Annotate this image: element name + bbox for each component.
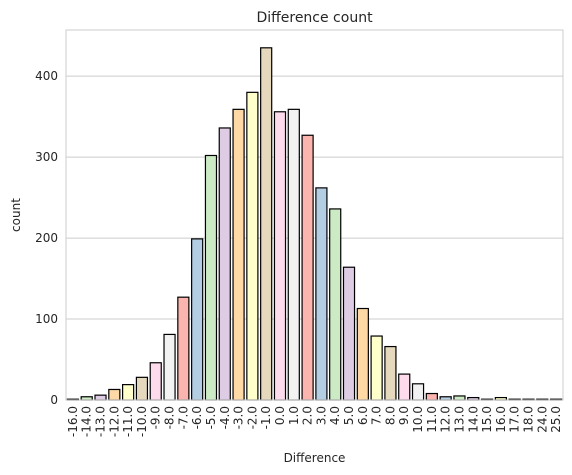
x-tick-label: -16.0 — [66, 406, 80, 437]
bar — [177, 296, 190, 401]
x-tick-label: 1.0 — [287, 406, 301, 425]
bar — [398, 373, 411, 401]
bar — [163, 333, 176, 401]
bar — [273, 111, 287, 401]
y-tick-label: 100 — [35, 312, 58, 326]
y-tick-labels: 0 100 200 300 400 — [35, 69, 58, 407]
chart-title: Difference count — [256, 10, 373, 26]
x-tick-label: 0.0 — [273, 406, 287, 425]
x-tick-label: 17.0 — [508, 406, 522, 433]
bar — [246, 91, 259, 401]
x-tick-label: 24.0 — [535, 406, 549, 433]
x-tick-label: -4.0 — [218, 406, 232, 429]
x-tick-label: -14.0 — [80, 406, 94, 437]
x-tick-label: 14.0 — [466, 406, 480, 433]
x-tick-label: 12.0 — [439, 406, 453, 433]
x-tick-label: 2.0 — [301, 406, 315, 425]
bar — [411, 383, 425, 401]
x-tick-label: 4.0 — [328, 406, 342, 425]
x-tick-label: 3.0 — [314, 406, 328, 425]
bar — [315, 187, 328, 401]
gridlines — [66, 75, 563, 401]
bar — [218, 127, 231, 401]
x-tick-label: -13.0 — [94, 406, 108, 437]
x-tick-label: 18.0 — [521, 406, 535, 433]
bar — [301, 134, 314, 401]
x-tick-label: -5.0 — [204, 406, 218, 429]
x-tick-label: -12.0 — [107, 406, 121, 437]
bar — [108, 388, 121, 401]
x-axis-title: Difference — [284, 451, 346, 465]
bar — [191, 238, 204, 401]
bars — [66, 47, 563, 401]
x-tick-label: -8.0 — [163, 406, 177, 429]
bar — [232, 108, 245, 401]
bar — [287, 108, 300, 401]
x-tick-label: 11.0 — [425, 406, 439, 433]
bar — [149, 362, 162, 401]
x-tick-label: 25.0 — [549, 406, 563, 433]
x-tick-label: 13.0 — [452, 406, 466, 433]
y-tick-label: 0 — [50, 393, 58, 407]
x-tick-label: -11.0 — [121, 406, 135, 437]
x-tick-label: -1.0 — [259, 406, 273, 429]
y-tick-label: 300 — [35, 150, 58, 164]
x-tick-label: -3.0 — [232, 406, 246, 429]
y-tick-label: 400 — [35, 69, 58, 83]
x-tick-label: -9.0 — [149, 406, 163, 429]
x-tick-label: -2.0 — [245, 406, 259, 429]
x-tick-label: 10.0 — [411, 406, 425, 433]
y-tick-label: 200 — [35, 231, 58, 245]
bar — [342, 266, 356, 401]
x-tick-label: 15.0 — [480, 406, 494, 433]
bar — [135, 376, 149, 401]
x-tick-label: 5.0 — [342, 406, 356, 425]
x-tick-label: -7.0 — [176, 406, 190, 429]
x-tick-label: 9.0 — [397, 406, 411, 425]
x-tick-label: -6.0 — [190, 406, 204, 429]
bar — [384, 345, 397, 401]
x-tick-label: 16.0 — [494, 406, 508, 433]
bar — [425, 392, 438, 401]
bar — [204, 154, 218, 401]
x-tick-labels: -16.0 -14.0 -13.0 -12.0 -11.0 -10.0 -9.0 -8.0 -7… — [66, 406, 563, 437]
bar — [329, 208, 342, 401]
x-tick-label: 8.0 — [383, 406, 397, 425]
x-tick-label: -10.0 — [135, 406, 149, 437]
bar — [260, 47, 273, 401]
bar — [122, 384, 135, 401]
bar — [453, 395, 466, 401]
bar — [370, 335, 383, 401]
x-tick-label: 7.0 — [370, 406, 384, 425]
bar — [94, 394, 107, 401]
y-axis-title: count — [9, 198, 23, 232]
x-tick-label: 6.0 — [356, 406, 370, 425]
plot-frame — [65, 29, 564, 401]
bar — [356, 307, 369, 401]
